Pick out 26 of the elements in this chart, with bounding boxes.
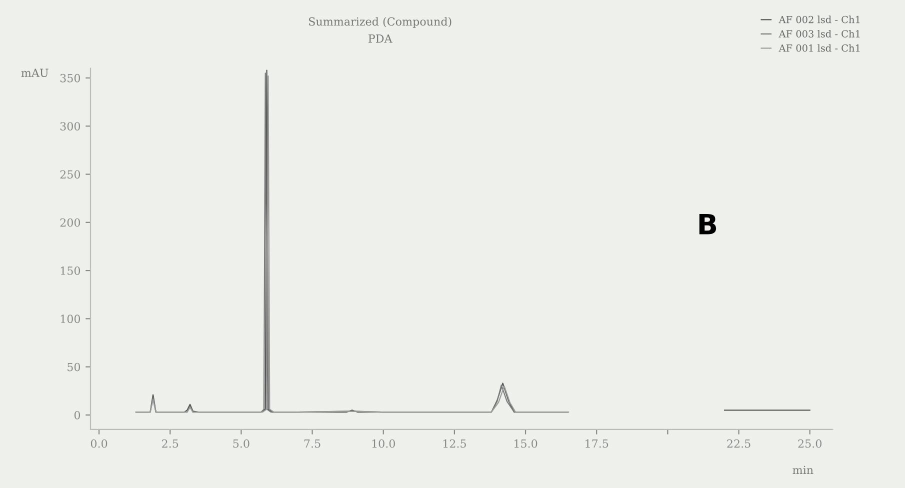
x-tick-label: 17.5 <box>586 439 608 448</box>
chart-subtitle: PDA <box>368 34 392 43</box>
x-tick-label: 15.0 <box>514 439 538 448</box>
x-tick-label: 0.0 <box>90 439 108 448</box>
y-tick-label: 100 <box>60 314 80 324</box>
y-tick-label: 150 <box>60 266 80 275</box>
y-tick-label: 300 <box>60 122 80 130</box>
x-tick-label: 10.0 <box>372 439 395 448</box>
y-tick-label: 200 <box>60 218 80 227</box>
legend-label: AF 001 lsd - Ch1 <box>778 44 860 52</box>
x-axis-title: min <box>792 466 814 474</box>
y-tick-label: 250 <box>60 170 80 179</box>
chart-title: Summarized (Compound) <box>309 17 452 28</box>
x-tick-label: 22.5 <box>727 439 750 448</box>
y-axis-title: mAU <box>21 68 48 77</box>
legend-label: AF 002 lsd - Ch1 <box>778 16 860 24</box>
x-tick-label: 5.0 <box>233 439 250 448</box>
annotation: B <box>699 214 716 234</box>
x-tick-label: 7.5 <box>304 440 320 448</box>
x-tick-label: 2.5 <box>162 439 178 448</box>
x-tick-label: 12.5 <box>443 439 466 448</box>
x-tick-label: 25.0 <box>798 439 822 448</box>
y-tick-label: 50 <box>68 362 80 372</box>
y-tick-label: 350 <box>60 74 80 82</box>
legend-label: AF 003 lsd - Ch1 <box>778 30 860 38</box>
y-tick-label: 0 <box>74 410 80 420</box>
